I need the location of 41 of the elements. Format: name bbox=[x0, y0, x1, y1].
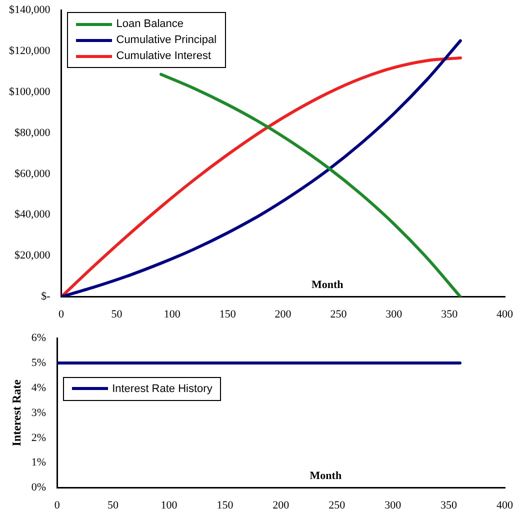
y-tick-label: $60,000 bbox=[14, 168, 51, 180]
x-tick-label: 350 bbox=[440, 499, 458, 512]
x-tick-label: 0 bbox=[54, 499, 60, 512]
y-tick-label: 3% bbox=[31, 406, 46, 419]
y-tick-label: $40,000 bbox=[14, 208, 51, 221]
x-tick-label: 400 bbox=[496, 308, 514, 320]
y-tick-label: 0% bbox=[31, 482, 46, 494]
y-tick-label: 2% bbox=[31, 432, 46, 444]
legend-label: Cumulative Interest bbox=[116, 50, 212, 62]
x-tick-label: 300 bbox=[386, 308, 403, 320]
x-tick-label: 0 bbox=[58, 308, 64, 320]
x-tick-label: 100 bbox=[164, 308, 181, 320]
y-tick-label: 5% bbox=[31, 356, 46, 369]
legend-label: Loan Balance bbox=[116, 18, 184, 30]
y-axis-title: Interest Rate bbox=[9, 378, 24, 446]
y-tick-label: 4% bbox=[31, 382, 46, 394]
line-series bbox=[160, 72, 462, 297]
y-tick-label: $140,000 bbox=[9, 4, 51, 16]
x-axis-title: Month bbox=[311, 279, 344, 292]
x-tick-label: 350 bbox=[441, 308, 458, 320]
x-tick-label: 300 bbox=[384, 499, 402, 512]
y-tick-label: $20,000 bbox=[14, 250, 51, 262]
x-tick-label: 200 bbox=[272, 499, 290, 512]
legend-label: Cumulative Principal bbox=[116, 34, 217, 46]
x-tick-label: 100 bbox=[160, 499, 178, 512]
x-tick-label: 250 bbox=[328, 499, 346, 512]
y-tick-label: $120,000 bbox=[9, 44, 51, 57]
x-tick-label: 150 bbox=[219, 308, 236, 320]
x-tick-label: 250 bbox=[330, 308, 348, 320]
y-tick-label: 6% bbox=[31, 332, 46, 344]
x-tick-label: 400 bbox=[496, 499, 514, 512]
x-tick-label: 50 bbox=[108, 499, 120, 512]
x-tick-label: 150 bbox=[216, 499, 234, 512]
y-tick-label: $- bbox=[41, 290, 51, 303]
x-tick-label: 200 bbox=[274, 308, 292, 320]
legend-label: Interest Rate History bbox=[112, 382, 212, 395]
x-tick-label: 50 bbox=[111, 308, 123, 320]
y-tick-label: $80,000 bbox=[14, 126, 51, 139]
y-tick-label: 1% bbox=[31, 456, 46, 469]
y-tick-label: $100,000 bbox=[9, 86, 51, 98]
x-axis-title: Month bbox=[310, 470, 342, 482]
